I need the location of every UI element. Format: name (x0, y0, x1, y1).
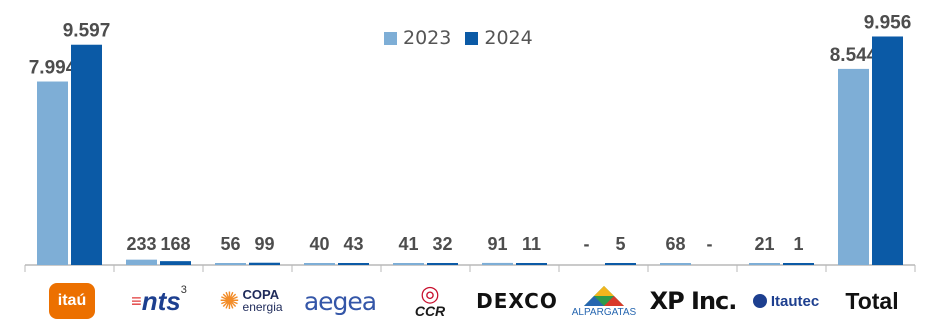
data-label-2023-0: 7.994 (29, 58, 77, 79)
bar-2023-3[interactable] (304, 263, 335, 265)
data-label-2024-4: 32 (432, 234, 452, 254)
data-label-2024-5: 11 (522, 234, 541, 254)
data-label-2023-6: - (584, 234, 590, 254)
itautec-circle-icon (752, 294, 767, 308)
nts-stripes-icon: ≡ (131, 290, 141, 311)
bar-2023-2[interactable] (215, 263, 246, 265)
bar-2023-4[interactable] (393, 263, 424, 265)
chart-legend: 2023 2024 (384, 27, 533, 49)
bar-2024-5[interactable] (516, 263, 547, 265)
data-label-2023-9: 8.544 (830, 45, 878, 66)
aegea-logo: aegea (303, 286, 377, 316)
alpargatas-logo: ALPARGATAS (566, 282, 642, 320)
ccr-logo: ◎ CCR (414, 280, 446, 319)
bar-2023-8[interactable] (749, 263, 780, 265)
data-label-2024-8: 1 (793, 234, 803, 254)
bar-2023-7[interactable] (660, 263, 691, 265)
data-label-2023-3: 40 (309, 234, 329, 254)
ccr-swirl-icon: ◎ (420, 280, 440, 306)
data-label-2023-2: 56 (220, 234, 240, 254)
legend-item-2023[interactable]: 2023 (384, 27, 451, 49)
legend-label-2024: 2024 (484, 27, 533, 49)
legend-item-2024[interactable]: 2024 (465, 27, 533, 49)
bar-2024-9[interactable] (872, 36, 903, 265)
bar-2024-0[interactable] (71, 44, 102, 266)
itau-logo: itaú (47, 282, 97, 320)
bar-2023-1[interactable] (126, 259, 157, 265)
bar-2023-0[interactable] (37, 81, 68, 265)
legend-label-2023: 2023 (403, 27, 452, 49)
data-label-2024-2: 99 (254, 234, 274, 254)
data-label-2024-6: 5 (615, 234, 625, 254)
data-label-2024-9: 9.956 (864, 12, 912, 33)
data-label-2024-1: 168 (160, 234, 190, 254)
bar-2024-2[interactable] (249, 262, 280, 265)
bar-2024-3[interactable] (338, 263, 369, 265)
copa-sun-icon: ✺ (219, 287, 240, 315)
data-label-2023-4: 41 (398, 234, 418, 254)
data-label-2023-1: 233 (126, 234, 156, 254)
bar-2024-4[interactable] (427, 263, 458, 265)
xp-inc-logo: XP Inc. (649, 287, 738, 315)
bar-2024-6[interactable] (605, 263, 636, 265)
total-label: Total (845, 287, 899, 314)
data-label-2024-0: 9.597 (63, 21, 111, 42)
copa-energia-logo: ✺ COPA energia (219, 287, 283, 315)
data-label-2023-7: 68 (665, 234, 685, 254)
data-label-2024-7: - (707, 234, 713, 254)
dexco-logo: DEXCO (476, 289, 558, 313)
legend-swatch-2024 (465, 31, 479, 45)
itautec-logo: Itautec (745, 282, 827, 320)
data-label-2024-3: 43 (343, 234, 363, 254)
bar-2023-9[interactable] (838, 68, 869, 265)
data-label-2023-8: 21 (754, 234, 774, 254)
alpargatas-triangle-icon (584, 285, 624, 306)
bar-2024-1[interactable] (160, 261, 191, 265)
bar-2023-5[interactable] (482, 262, 513, 265)
legend-swatch-2023 (384, 31, 397, 45)
bar-2024-8[interactable] (783, 263, 814, 265)
data-label-2023-5: 91 (487, 234, 507, 254)
nts-logo: ≡ nts 3 (131, 284, 187, 316)
